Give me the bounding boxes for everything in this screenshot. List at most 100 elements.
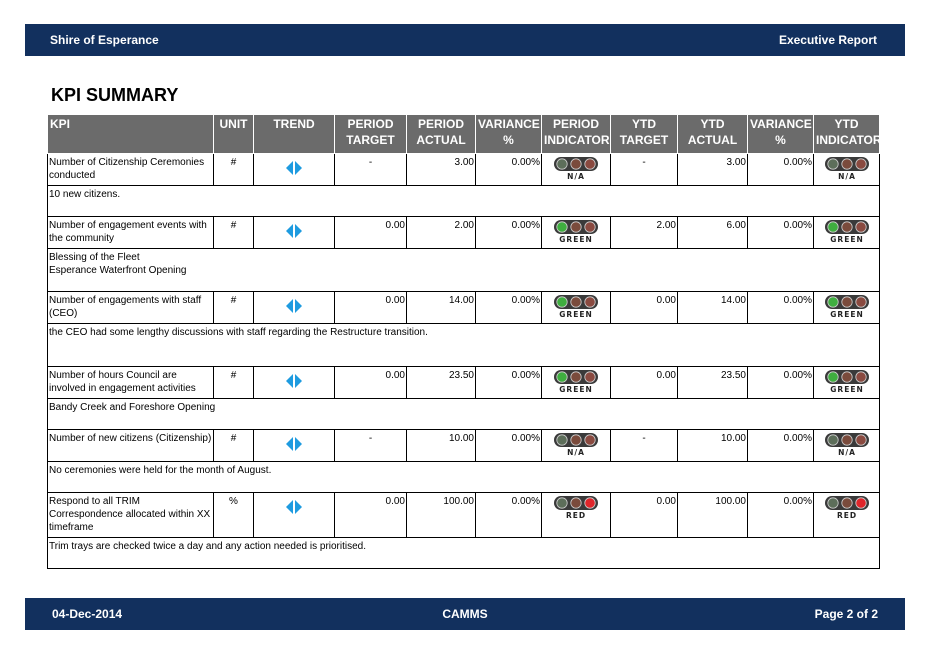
comment-row: the CEO had some lengthy discussions wit… (47, 323, 880, 367)
report-name: Executive Report (778, 33, 877, 47)
ytd-actual-cell: 6.00 (677, 216, 748, 249)
trend-cell (253, 429, 335, 462)
trend-cell (253, 216, 335, 249)
ytd-target-cell: 2.00 (610, 216, 678, 249)
ytd-actual-cell: 23.50 (677, 366, 748, 399)
variance-cell: 0.00% (475, 153, 542, 186)
variance-cell: 0.00% (475, 492, 542, 538)
comment-cell: Blessing of the Fleet Esperance Waterfron… (47, 248, 880, 292)
col-kpi: KPI (47, 114, 214, 154)
col-variance: VARIANCE% (475, 114, 542, 154)
diamond-arrows-icon (286, 299, 302, 313)
kpi-name-cell: Number of hours Council are involved in … (47, 366, 214, 399)
traffic-light-icon: GREEN (554, 220, 598, 243)
indicator-label: GREEN (559, 235, 592, 243)
variance-cell: 0.00% (475, 429, 542, 462)
kpi-row: Number of new citizens (Citizenship) # -10… (47, 429, 880, 462)
indicator-label: GREEN (830, 310, 863, 318)
period-indicator-cell: GREEN (541, 291, 611, 324)
comment-row: Blessing of the Fleet Esperance Waterfron… (47, 248, 880, 292)
ytd-indicator-cell: GREEN (813, 366, 880, 399)
ytd-target-cell: - (610, 429, 678, 462)
ytd-target-cell: 0.00 (610, 366, 678, 399)
footer-date: 04-Dec-2014 (52, 607, 123, 621)
unit-cell: # (213, 291, 254, 324)
col-trend: TREND (253, 114, 335, 154)
variance-cell: 0.00% (475, 366, 542, 399)
traffic-light-icon: RED (554, 496, 598, 519)
comment-line: Blessing of the Fleet (49, 252, 140, 263)
ytd-actual-cell: 10.00 (677, 429, 748, 462)
col-unit: UNIT (213, 114, 254, 154)
trend-cell (253, 153, 335, 186)
unit-cell: # (213, 153, 254, 186)
footer-band: 04-Dec-2014 CAMMS Page 2 of 2 (25, 598, 905, 630)
col-ytd-variance: VARIANCE% (747, 114, 814, 154)
variance-cell: 0.00% (475, 291, 542, 324)
indicator-label: N/A (567, 172, 585, 180)
comment-row: No ceremonies were held for the month of… (47, 461, 880, 493)
kpi-row: Number of Citizenship Ceremonies conduct… (47, 153, 880, 186)
period-actual-cell: 14.00 (406, 291, 476, 324)
traffic-light-icon: GREEN (824, 220, 869, 243)
ytd-actual-cell: 100.00 (677, 492, 748, 538)
ytd-target-cell: - (610, 153, 678, 186)
comment-row: 10 new citizens. (47, 185, 880, 217)
indicator-label: GREEN (559, 310, 592, 318)
traffic-light-icon: N/A (554, 157, 598, 180)
ytd-indicator-cell: GREEN (813, 216, 880, 249)
period-target-cell: 0.00 (334, 291, 407, 324)
ytd-variance-cell: 0.00% (747, 429, 814, 462)
kpi-row: Number of hours Council are involved in … (47, 366, 880, 399)
trend-cell (253, 492, 335, 538)
traffic-light-icon: N/A (824, 433, 869, 456)
comment-row: Bandy Creek and Foreshore Opening (47, 398, 880, 430)
period-indicator-cell: GREEN (541, 216, 611, 249)
period-target-cell: - (334, 429, 407, 462)
diamond-arrows-icon (286, 374, 302, 388)
ytd-indicator-cell: N/A (813, 429, 880, 462)
kpi-name-cell: Number of Citizenship Ceremonies conduct… (47, 153, 214, 186)
period-indicator-cell: GREEN (541, 366, 611, 399)
comment-cell: Trim trays are checked twice a day and a… (47, 537, 880, 569)
traffic-light-icon: GREEN (554, 295, 598, 318)
traffic-light-icon: N/A (824, 157, 869, 180)
comment-cell: the CEO had some lengthy discussions wit… (47, 323, 880, 367)
kpi-row: Respond to all TRIM Correspondence alloc… (47, 492, 880, 538)
traffic-light-icon: RED (824, 496, 869, 519)
ytd-variance-cell: 0.00% (747, 366, 814, 399)
kpi-row: Number of engagements with staff (CEO) #0… (47, 291, 880, 324)
ytd-variance-cell: 0.00% (747, 492, 814, 538)
traffic-light-icon: N/A (554, 433, 598, 456)
comment-cell: No ceremonies were held for the month of… (47, 461, 880, 493)
ytd-variance-cell: 0.00% (747, 216, 814, 249)
kpi-name-cell: Number of engagement events with the com… (47, 216, 214, 249)
header-band: Shire of Esperance Executive Report (25, 24, 905, 56)
indicator-label: GREEN (830, 235, 863, 243)
kpi-name-cell: Number of engagements with staff (CEO) (47, 291, 214, 324)
period-actual-cell: 10.00 (406, 429, 476, 462)
period-indicator-cell: N/A (541, 153, 611, 186)
unit-cell: # (213, 366, 254, 399)
org-name: Shire of Esperance (50, 33, 159, 47)
diamond-arrows-icon (286, 500, 302, 514)
kpi-name-cell: Respond to all TRIM Correspondence alloc… (47, 492, 214, 538)
period-target-cell: - (334, 153, 407, 186)
period-target-cell: 0.00 (334, 216, 407, 249)
ytd-actual-cell: 3.00 (677, 153, 748, 186)
kpi-row: Number of engagement events with the com… (47, 216, 880, 249)
trend-cell (253, 366, 335, 399)
ytd-indicator-cell: GREEN (813, 291, 880, 324)
period-target-cell: 0.00 (334, 492, 407, 538)
trend-cell (253, 291, 335, 324)
ytd-variance-cell: 0.00% (747, 291, 814, 324)
comment-cell: 10 new citizens. (47, 185, 880, 217)
traffic-light-icon: GREEN (824, 295, 869, 318)
traffic-light-icon: GREEN (554, 370, 598, 393)
col-ytd-target: YTD TARGET (610, 114, 678, 154)
period-actual-cell: 3.00 (406, 153, 476, 186)
indicator-label: GREEN (559, 385, 592, 393)
indicator-label: N/A (838, 448, 856, 456)
unit-cell: % (213, 492, 254, 538)
diamond-arrows-icon (286, 437, 302, 451)
